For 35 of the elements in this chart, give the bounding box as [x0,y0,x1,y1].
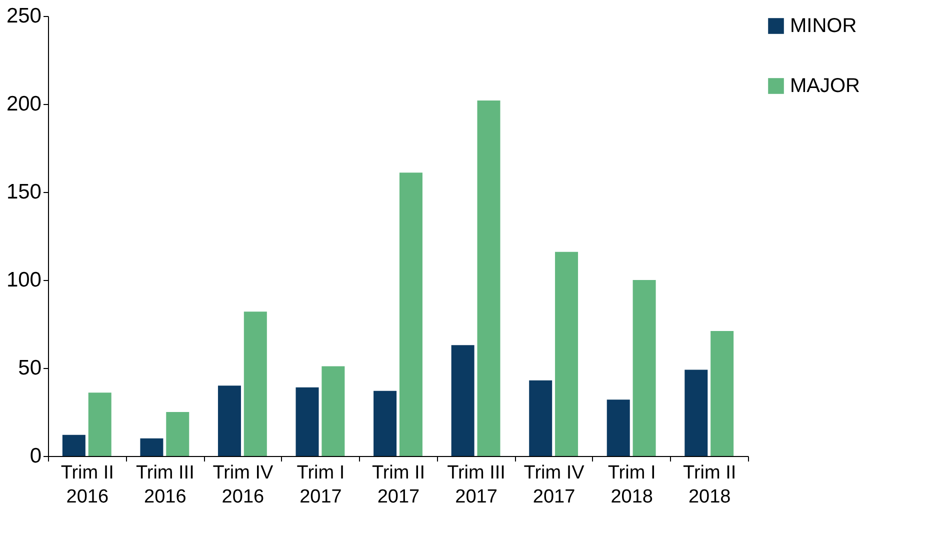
x-tick-label: Trim IV 2016 [212,462,274,508]
bar [710,331,734,456]
bar [244,312,267,456]
x-tick-label: Trim II 2017 [372,462,426,508]
bar [684,370,708,456]
x-tick-label: Trim II 2016 [60,462,114,508]
y-tick-label: 250 [6,4,42,28]
bar [555,252,578,456]
bar [632,280,656,456]
bar [529,380,552,456]
x-tick-label: Trim II 2018 [683,462,736,508]
y-tick-label: 50 [18,356,42,380]
x-tick-label: Trim III 2017 [447,462,506,508]
x-tick-label: Trim I 2018 [608,462,656,508]
legend-label: MINOR [790,15,857,37]
bar [296,387,319,456]
y-tick-label: 100 [6,268,42,292]
bar [451,345,474,456]
bar [140,438,164,456]
y-tick-label: 200 [6,92,42,116]
x-tick-label: Trim III 2016 [136,462,194,508]
bar [606,400,630,456]
bar [62,434,86,456]
bar [88,392,112,456]
y-tick-label: 0 [30,444,42,468]
bar [399,172,422,456]
legend-label: MAJOR [790,75,860,97]
x-tick-label: Trim I 2017 [296,462,345,508]
bar [322,366,345,456]
y-tick-label: 150 [6,180,42,204]
bar [477,100,500,456]
x-tick-label: Trim IV 2017 [524,462,585,508]
bar [374,390,397,456]
bar [166,412,190,456]
bar [218,386,241,456]
